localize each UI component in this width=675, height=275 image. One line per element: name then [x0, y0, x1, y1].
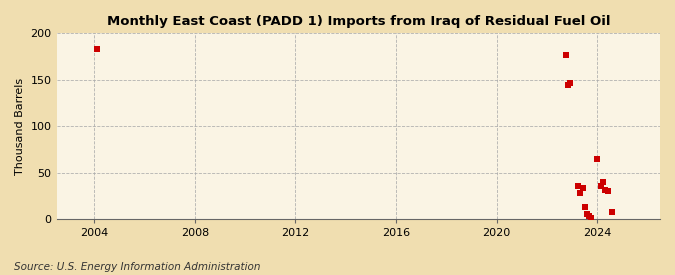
Y-axis label: Thousand Barrels: Thousand Barrels [15, 78, 25, 175]
Point [592, 156, 603, 161]
Point [560, 53, 571, 57]
Point [564, 81, 575, 86]
Point [600, 188, 611, 192]
Point [575, 191, 586, 195]
Point [598, 180, 609, 184]
Point [573, 184, 584, 189]
Point [585, 216, 596, 220]
Title: Monthly East Coast (PADD 1) Imports from Iraq of Residual Fuel Oil: Monthly East Coast (PADD 1) Imports from… [107, 15, 610, 28]
Point [577, 186, 588, 191]
Point [579, 205, 590, 209]
Point [583, 214, 594, 218]
Point [602, 189, 613, 193]
Point [91, 47, 102, 51]
Point [606, 210, 617, 215]
Point [562, 83, 573, 87]
Text: Source: U.S. Energy Information Administration: Source: U.S. Energy Information Administ… [14, 262, 260, 272]
Point [581, 212, 592, 216]
Point [596, 183, 607, 188]
